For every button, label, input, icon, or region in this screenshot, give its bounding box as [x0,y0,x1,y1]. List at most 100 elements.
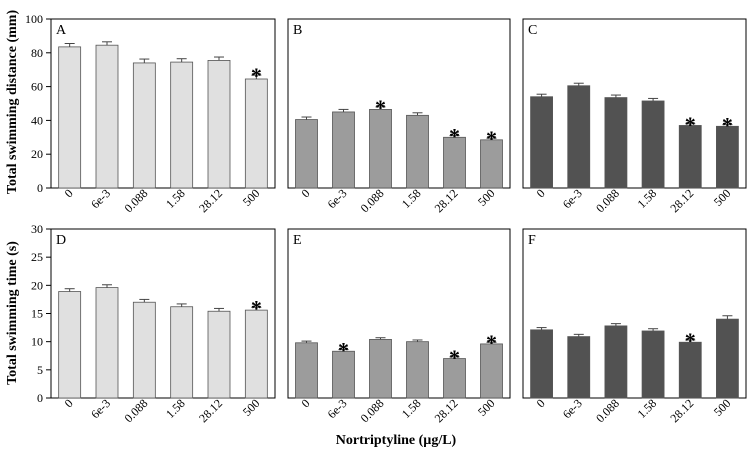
panel-b-letter: B [293,23,302,38]
panel-a-ytick-label: 20 [31,147,43,161]
panel-d-ytick-label: 10 [31,335,43,349]
panel-c-bar [604,97,628,189]
panel-d-ytick-label: 15 [31,307,43,321]
panel-b-significance-star: * [486,126,497,151]
panel-b-xtick-label: 0.088 [358,186,387,215]
panel-c-xtick-label: 1.58 [634,186,659,211]
panel-a-significance-star: * [251,63,262,88]
panel-a-ytick-label: 100 [25,12,43,26]
panel-e-xtick-label: 1.58 [399,396,424,421]
panel-e-significance-star: * [449,345,460,370]
panel-f-bar [604,325,628,399]
panel-f-bar [716,318,739,399]
panel-a-xtick-label: 28.12 [196,186,225,215]
panel-e-bar [369,339,392,399]
panel-f-xtick-label: 28.12 [667,396,696,425]
panel-d-letter: D [56,233,66,248]
panel-b-bar [332,111,355,189]
panel-d-ytick-label: 30 [31,222,43,236]
panel-c-xtick-label: 28.12 [667,186,696,215]
panel-d-frame [50,228,276,399]
panel-e-xtick-label: 500 [475,396,498,419]
panel-d-bar [170,306,194,399]
panel-b-xtick-label: 6e-3 [325,186,350,211]
panel-f-significance-star: * [685,328,696,353]
panel-e-significance-star: * [486,330,497,355]
panel-d-ytick-label: 20 [31,278,43,292]
panel-d-ytick-label: 0 [37,391,43,405]
panel-c-letter: C [528,23,537,38]
panel-c-bar [567,85,591,189]
panel-d-ytick-label: 5 [37,363,43,377]
panel-e: E0*6e-3 0.088 1.58*28.12*500 [287,228,511,425]
panel-c-xtick-label: 500 [711,186,734,209]
panel-c-bar [530,96,553,189]
panel-e-xtick-label: 28.12 [432,396,461,425]
panel-d-bar [58,291,82,399]
panel-b: B0 6e-3*0.088 1.58*28.12*500 [287,18,511,215]
panel-d-xtick-label: 1.58 [163,396,188,421]
panel-d-xtick-label: 500 [240,396,263,419]
panel-f-bar [530,329,553,399]
panel-f-bar [641,330,665,399]
panel-b-significance-star: * [449,124,460,149]
panel-c-significance-star: * [722,113,733,138]
x-axis-label: Nortriptyline (µg/L) [336,433,457,448]
panel-b-frame [287,18,511,189]
panel-a-ytick-label: 0 [37,181,43,195]
panel-d-xtick-label: 0.088 [121,396,150,425]
panel-f-bar [567,336,591,399]
panel-b-bar [369,109,392,189]
panel-a-ytick-label: 60 [31,80,43,94]
panel-d-bar [132,301,156,399]
panel-e-significance-star: * [338,338,349,363]
bottom-y-axis-label: Total swimming time (s) [5,241,20,385]
panel-c-xtick-label: 0.088 [593,186,622,215]
panel-e-frame [287,228,511,399]
panel-a-bar [170,61,194,189]
panel-e-bar [295,342,318,399]
panel-a-bar [207,60,231,189]
top-y-axis-label: Total swimming distance (mm) [5,10,20,195]
panel-f-xtick-label: 0.088 [593,396,622,425]
panel-c-frame [522,18,747,189]
panel-f-xtick-label: 500 [711,396,734,419]
panel-a-xtick-label: 1.58 [163,186,188,211]
panel-b-bar [406,114,429,189]
panel-a-bar [132,62,156,189]
panel-c-xtick-label: 6e-3 [560,186,585,211]
panel-e-xtick-label: 0.088 [358,396,387,425]
panel-b-xtick-label: 1.58 [399,186,424,211]
panel-d-bar [207,310,231,399]
panel-b-xtick-label: 28.12 [432,186,461,215]
panel-b-significance-star: * [375,95,386,120]
panel-f: F0 6e-3 0.088 1.58*28.12 500 [522,228,747,425]
panel-e-xtick-label: 6e-3 [325,396,350,421]
panel-d-bar [244,309,268,399]
panel-c: C0 6e-3 0.088 1.58*28.12*500 [522,18,747,215]
panel-f-xtick-label: 6e-3 [560,396,585,421]
panel-b-bar [295,119,318,189]
panel-a-xtick-label: 0.088 [121,186,150,215]
panel-d-ytick-label: 25 [31,250,43,264]
panel-d-significance-star: * [251,295,262,320]
panel-a-bar [95,44,119,189]
panel-e-bar [406,341,429,399]
panel-b-xtick-label: 500 [475,186,498,209]
panel-a-xtick-label: 6e-3 [88,186,113,211]
panel-e-letter: E [293,233,302,248]
panel-f-frame [522,228,747,399]
panel-d-xtick-label: 28.12 [196,396,225,425]
panel-f-xtick-label: 1.58 [634,396,659,421]
panel-d-xtick-label: 6e-3 [88,396,113,421]
panel-d-bar [95,287,119,399]
panel-f-letter: F [528,233,536,248]
panel-a-bar [58,46,82,189]
panel-a-bar [244,78,268,189]
panel-c-bar [641,100,665,189]
panel-a-ytick-label: 80 [31,46,43,60]
